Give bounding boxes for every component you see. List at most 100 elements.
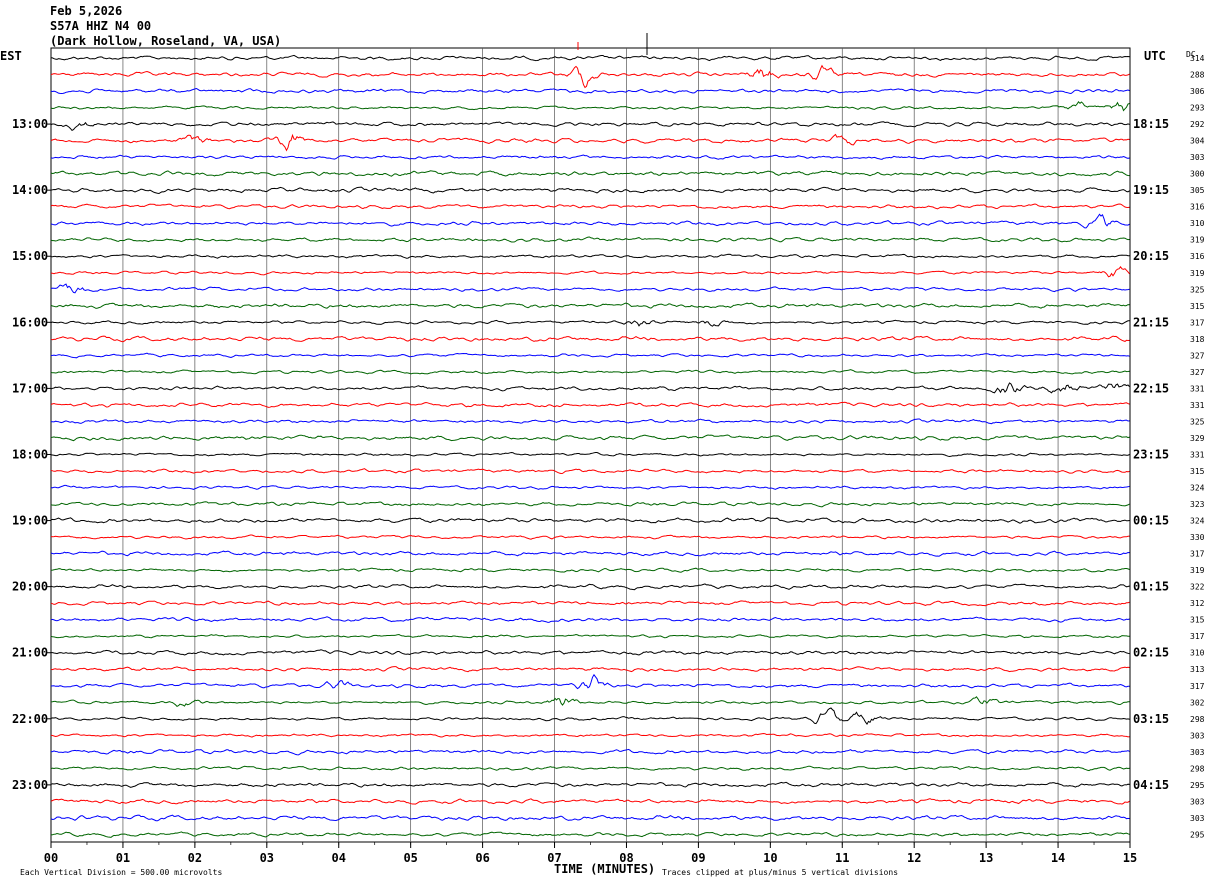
vertical-scale-note: Each Vertical Division = 500.00 microvol… bbox=[20, 868, 222, 877]
dc-offset-label: 302 bbox=[1190, 698, 1205, 707]
dc-offset-label: 329 bbox=[1190, 434, 1205, 443]
dc-offset-label: 312 bbox=[1190, 599, 1205, 608]
seismic-trace-line bbox=[50, 666, 1130, 673]
right-hour-label: 02:15 bbox=[1133, 646, 1169, 660]
dc-offset-label: 304 bbox=[1190, 137, 1205, 146]
left-hour-label: 13:00 bbox=[12, 117, 48, 131]
seismic-trace-line bbox=[50, 121, 1130, 132]
seismic-trace-line bbox=[50, 616, 1130, 623]
right-hour-label: 21:15 bbox=[1133, 315, 1169, 329]
seismic-trace-line bbox=[50, 302, 1130, 309]
seismic-trace-line bbox=[50, 534, 1130, 540]
x-tick-label: 06 bbox=[475, 851, 489, 865]
dc-offset-label: 322 bbox=[1190, 583, 1205, 592]
dc-offset-label: 313 bbox=[1190, 665, 1205, 674]
left-hour-label: 20:00 bbox=[12, 580, 48, 594]
x-tick-label: 10 bbox=[763, 851, 777, 865]
dc-offset-label: 324 bbox=[1190, 484, 1205, 493]
x-tick-label: 12 bbox=[907, 851, 921, 865]
x-tick-label: 03 bbox=[260, 851, 274, 865]
x-tick-label: 05 bbox=[403, 851, 417, 865]
dc-offset-label: 295 bbox=[1190, 830, 1205, 839]
seismic-trace-line bbox=[50, 748, 1130, 756]
seismic-trace-line bbox=[50, 673, 1130, 690]
seismic-trace-line bbox=[50, 501, 1130, 508]
dc-offset-label: 305 bbox=[1190, 186, 1205, 195]
dc-offset-label: 319 bbox=[1190, 566, 1205, 575]
dc-offset-label: 327 bbox=[1190, 368, 1205, 377]
dc-column-header: DC bbox=[1186, 50, 1196, 59]
seismic-trace-line bbox=[50, 213, 1130, 229]
dc-offset-label: 319 bbox=[1190, 236, 1205, 245]
x-tick-label: 04 bbox=[332, 851, 346, 865]
dc-offset-label: 300 bbox=[1190, 170, 1205, 179]
left-hour-label: 15:00 bbox=[12, 249, 48, 263]
dc-offset-label: 316 bbox=[1190, 203, 1205, 212]
seismic-trace-line bbox=[50, 707, 1130, 726]
left-hour-label: 18:00 bbox=[12, 447, 48, 461]
station-location: (Dark Hollow, Roseland, VA, USA) bbox=[50, 34, 282, 48]
dc-offset-label: 310 bbox=[1190, 219, 1205, 228]
x-tick-label: 13 bbox=[979, 851, 993, 865]
dc-offset-label: 315 bbox=[1190, 302, 1205, 311]
dc-offset-label: 316 bbox=[1190, 252, 1205, 261]
seismic-trace-line bbox=[50, 732, 1130, 738]
dc-offset-label: 303 bbox=[1190, 731, 1205, 740]
left-hour-label: 21:00 bbox=[12, 646, 48, 660]
seismic-trace-line bbox=[50, 283, 1130, 294]
seismic-trace-line bbox=[50, 170, 1130, 177]
seismic-trace-line bbox=[50, 550, 1130, 557]
seismic-trace-line bbox=[50, 567, 1130, 573]
seismic-trace-line bbox=[50, 831, 1130, 838]
x-tick-label: 09 bbox=[691, 851, 705, 865]
dc-offset-label: 292 bbox=[1190, 120, 1205, 129]
seismic-trace-line bbox=[50, 369, 1130, 375]
x-tick-label: 02 bbox=[188, 851, 202, 865]
plot-frame bbox=[50, 47, 1131, 843]
dc-offset-label: 298 bbox=[1190, 764, 1205, 773]
seismic-trace-line bbox=[50, 765, 1130, 772]
dc-offset-label: 325 bbox=[1190, 285, 1205, 294]
dc-offset-label: 303 bbox=[1190, 814, 1205, 823]
dc-offset-label: 323 bbox=[1190, 500, 1205, 509]
seismic-trace-line bbox=[50, 781, 1130, 788]
right-hour-label: 00:15 bbox=[1133, 514, 1169, 528]
dc-offset-label: 330 bbox=[1190, 533, 1205, 542]
seismic-trace-line bbox=[50, 236, 1130, 243]
seismic-trace-line bbox=[50, 319, 1130, 327]
seismic-trace-line bbox=[50, 203, 1130, 210]
dc-offset-label: 314 bbox=[1190, 54, 1205, 63]
right-hour-label: 19:15 bbox=[1133, 183, 1169, 197]
seismic-trace-line bbox=[50, 265, 1130, 278]
seismic-trace-line bbox=[50, 814, 1130, 822]
left-hour-label: 23:00 bbox=[12, 778, 48, 792]
left-hour-label: 17:00 bbox=[12, 381, 48, 395]
seismic-trace-line bbox=[50, 798, 1130, 805]
right-hour-label: 04:15 bbox=[1133, 778, 1169, 792]
dc-offset-label: 327 bbox=[1190, 351, 1205, 360]
seismic-trace-line bbox=[50, 382, 1130, 394]
seismic-trace-line bbox=[50, 401, 1130, 408]
x-tick-label: 15 bbox=[1123, 851, 1137, 865]
seismic-trace-line bbox=[50, 133, 1130, 152]
seismic-trace-line bbox=[50, 517, 1130, 524]
dc-offset-label: 324 bbox=[1190, 517, 1205, 526]
right-hour-label: 20:15 bbox=[1133, 249, 1169, 263]
x-axis-title: TIME (MINUTES) bbox=[554, 862, 655, 876]
dc-offset-label: 331 bbox=[1190, 384, 1205, 393]
seismic-trace-line bbox=[50, 484, 1130, 490]
seismic-trace-line bbox=[50, 468, 1130, 475]
seismic-trace-line bbox=[50, 186, 1130, 195]
dc-offset-label: 317 bbox=[1190, 550, 1205, 559]
dc-offset-label: 288 bbox=[1190, 71, 1205, 80]
seismic-trace-line bbox=[50, 418, 1130, 425]
seismic-trace-line bbox=[50, 352, 1130, 359]
x-tick-label: 01 bbox=[116, 851, 130, 865]
seismic-trace-line bbox=[50, 335, 1130, 343]
dc-offset-label: 293 bbox=[1190, 104, 1205, 113]
dc-offset-label: 319 bbox=[1190, 269, 1205, 278]
seismic-trace-line bbox=[50, 253, 1130, 259]
left-hour-label: 14:00 bbox=[12, 183, 48, 197]
dc-offset-label: 317 bbox=[1190, 632, 1205, 641]
